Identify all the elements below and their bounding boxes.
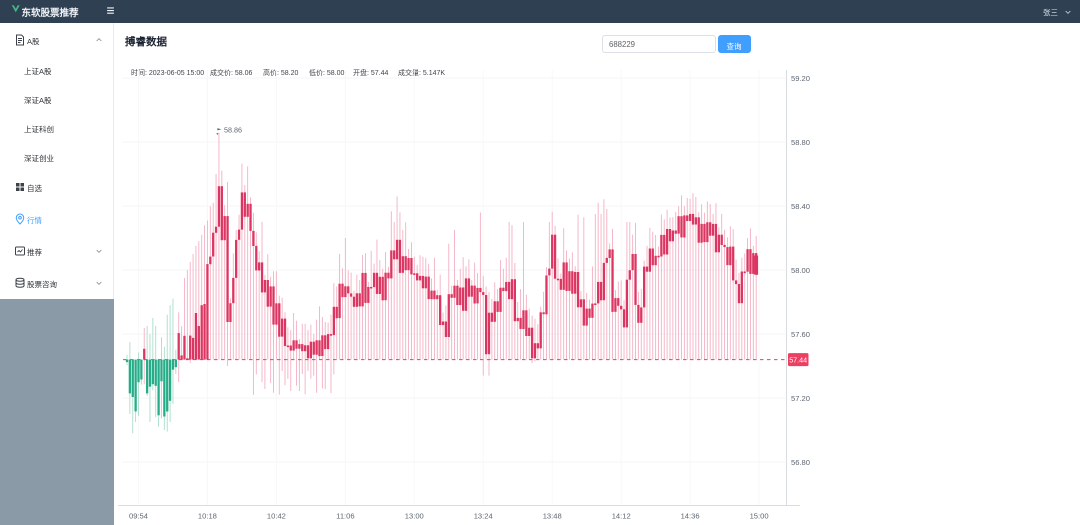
svg-text:14:12: 14:12 [612,512,631,521]
svg-text:58.40: 58.40 [791,202,810,211]
svg-text:57.44: 57.44 [789,355,807,364]
svg-text:56.80: 56.80 [791,458,810,467]
svg-text:57.20: 57.20 [791,394,810,403]
svg-text:09:54: 09:54 [129,512,148,521]
svg-text:11:06: 11:06 [336,512,354,521]
svg-text:10:42: 10:42 [267,512,286,521]
svg-text:13:48: 13:48 [543,512,562,521]
svg-text:57.60: 57.60 [791,330,810,339]
svg-text:58.86: 58.86 [224,126,242,135]
svg-text:58.00: 58.00 [791,266,810,275]
svg-text:59.20: 59.20 [791,74,810,83]
svg-text:13:24: 13:24 [474,512,493,521]
svg-text:13:00: 13:00 [405,512,424,521]
svg-text:10:18: 10:18 [198,512,217,521]
svg-text:58.80: 58.80 [791,138,810,147]
svg-text:14:36: 14:36 [681,512,700,521]
svg-text:15:00: 15:00 [750,512,769,521]
